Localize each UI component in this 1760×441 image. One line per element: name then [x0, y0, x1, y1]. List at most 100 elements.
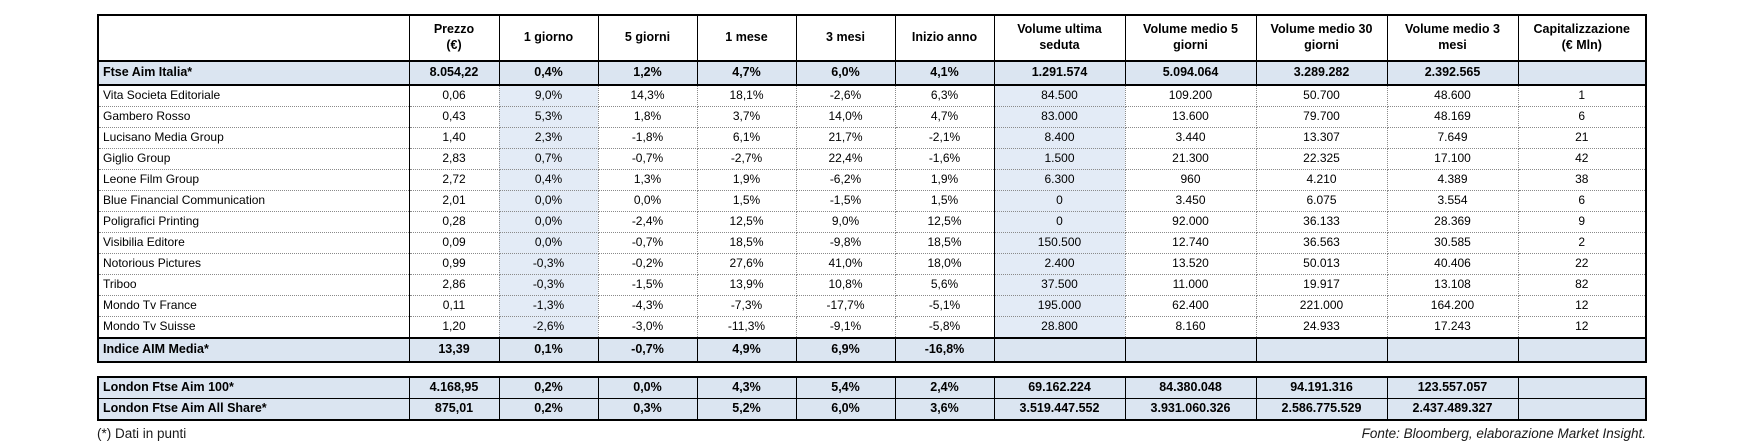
cell-value: -2,7% [697, 148, 797, 170]
cell-value: 0,28 [409, 211, 500, 233]
cell-value: -11,3% [697, 316, 797, 339]
table-row: Mondo Tv Suisse 1,20 -2,6% -3,0% -11,3% -9,1%… [98, 316, 1647, 339]
cell-value: 12,5% [697, 211, 797, 233]
aim-media-tables-panel: Prezzo (€) 1 giorno 5 giorni 1 mese 3 me… [97, 14, 1647, 441]
cell-value: 1.500 [993, 148, 1126, 170]
cell-value: -1,6% [895, 148, 995, 170]
cell-value: 1,5% [697, 190, 797, 212]
row-label: Gambero Rosso [98, 106, 410, 128]
cell-value: 875,01 [408, 398, 500, 421]
table-row: Leone Film Group 2,72 0,4% 1,3% 1,9% -6,2% 1,9… [98, 169, 1647, 191]
index-row: Ftse Aim Italia* 8.054,22 0,4% 1,2% 4,7% 6,0%… [97, 60, 1647, 86]
cell-value: 21,7% [796, 127, 896, 149]
cell-value: 3,7% [697, 106, 797, 128]
index-row: London Ftse Aim All Share* 875,01 0,2% 0,3%… [97, 398, 1647, 421]
cell-value: 69.162.224 [993, 376, 1126, 399]
row-label: Mondo Tv Suisse [98, 316, 410, 339]
cell-value: 6,9% [795, 337, 896, 363]
cell-value: 62.400 [1125, 295, 1257, 317]
cell-value: 50.700 [1256, 85, 1388, 107]
cell-value: 10,8% [796, 274, 896, 296]
cell-value: 5,6% [895, 274, 995, 296]
cell-value: 5.094.064 [1124, 60, 1257, 86]
cell-value: -0,3% [499, 253, 599, 275]
cell-value: 221.000 [1256, 295, 1388, 317]
cell-value: 11.000 [1125, 274, 1257, 296]
cell-value: 13,39 [408, 337, 500, 363]
row-label: Leone Film Group [98, 169, 410, 191]
cell-value: 18,5% [895, 232, 995, 254]
column-header-volume-medio-30-giorni: Volume medio 30 giorni [1255, 14, 1388, 62]
cell-value [1517, 337, 1647, 363]
cell-value: -1,3% [499, 295, 599, 317]
cell-value: -0,2% [598, 253, 698, 275]
cell-value: 1 [1518, 85, 1647, 107]
cell-value: 2,01 [409, 190, 500, 212]
cell-value: 9 [1518, 211, 1647, 233]
cell-value: 3.519.447.552 [993, 398, 1126, 421]
cell-value: 0,09 [409, 232, 500, 254]
cell-value: 28.800 [993, 316, 1126, 339]
footnotes: (*) Dati in punti Fonte: Bloomberg, elab… [97, 426, 1646, 441]
cell-value: 82 [1518, 274, 1647, 296]
table-row: Giglio Group 2,83 0,7% -0,7% -2,7% 22,4% -1,6%… [98, 148, 1647, 170]
cell-value: 2,83 [409, 148, 500, 170]
column-header-volume-medio-3-mesi: Volume medio 3 mesi [1386, 14, 1519, 62]
cell-value: 12,5% [895, 211, 995, 233]
cell-value: 79.700 [1256, 106, 1388, 128]
cell-value: 3.554 [1387, 190, 1519, 212]
cell-value: 6.300 [993, 169, 1126, 191]
cell-value: 1.291.574 [993, 60, 1126, 86]
cell-value: 0,1% [498, 337, 599, 363]
footnote-dati-in-punti: (*) Dati in punti [97, 426, 187, 441]
cell-value: 164.200 [1387, 295, 1519, 317]
row-label: Blue Financial Communication [98, 190, 410, 212]
cell-value: 12 [1518, 295, 1647, 317]
footnote-fonte: Fonte: Bloomberg, elaborazione Market In… [1361, 426, 1646, 441]
cell-value: -2,4% [598, 211, 698, 233]
cell-value: 4,7% [696, 60, 797, 86]
cell-value: 2,72 [409, 169, 500, 191]
cell-value: 0,0% [499, 211, 599, 233]
cell-value: -7,3% [697, 295, 797, 317]
cell-value: 13.520 [1125, 253, 1257, 275]
cell-value [1517, 376, 1647, 399]
cell-value: 19.917 [1256, 274, 1388, 296]
cell-value: 109.200 [1125, 85, 1257, 107]
cell-value: 17.243 [1387, 316, 1519, 339]
cell-value: -5,1% [895, 295, 995, 317]
cell-value: 1,2% [597, 60, 698, 86]
cell-value: 3.450 [1125, 190, 1257, 212]
cell-value: 40.406 [1387, 253, 1519, 275]
table-row: Lucisano Media Group 1,40 2,3% -1,8% 6,1% 21,… [98, 127, 1647, 149]
cell-value: 9,0% [499, 85, 599, 107]
row-label: London Ftse Aim All Share* [97, 398, 410, 421]
cell-value: 21.300 [1125, 148, 1257, 170]
cell-value: 92.000 [1125, 211, 1257, 233]
cell-value: 2,3% [499, 127, 599, 149]
cell-value: 38 [1518, 169, 1647, 191]
cell-value: 18,5% [697, 232, 797, 254]
cell-value: -2,6% [499, 316, 599, 339]
cell-value: -1,5% [598, 274, 698, 296]
column-header-volume-ultima-seduta: Volume ultima seduta [993, 14, 1126, 62]
cell-value: 12 [1518, 316, 1647, 339]
cell-value: 0 [993, 190, 1126, 212]
row-label: Triboo [98, 274, 410, 296]
cell-value: 2.392.565 [1386, 60, 1519, 86]
cell-value: 13.600 [1125, 106, 1257, 128]
cell-value: 6 [1518, 106, 1647, 128]
cell-value: 0,2% [498, 376, 599, 399]
cell-value: -5,8% [895, 316, 995, 339]
cell-value: 0,0% [499, 190, 599, 212]
cell-value: 0 [993, 211, 1126, 233]
cell-value: 5,3% [499, 106, 599, 128]
cell-value: 0,0% [597, 376, 698, 399]
cell-value: 6 [1518, 190, 1647, 212]
cell-value: 18,0% [895, 253, 995, 275]
table-row: Mondo Tv France 0,11 -1,3% -4,3% -7,3% -17,7%… [98, 295, 1647, 317]
cell-value: 17.100 [1387, 148, 1519, 170]
cell-value: -1,8% [598, 127, 698, 149]
table-row: Gambero Rosso 0,43 5,3% 1,8% 3,7% 14,0% 4,7% 83… [98, 106, 1647, 128]
cell-value: 22.325 [1256, 148, 1388, 170]
